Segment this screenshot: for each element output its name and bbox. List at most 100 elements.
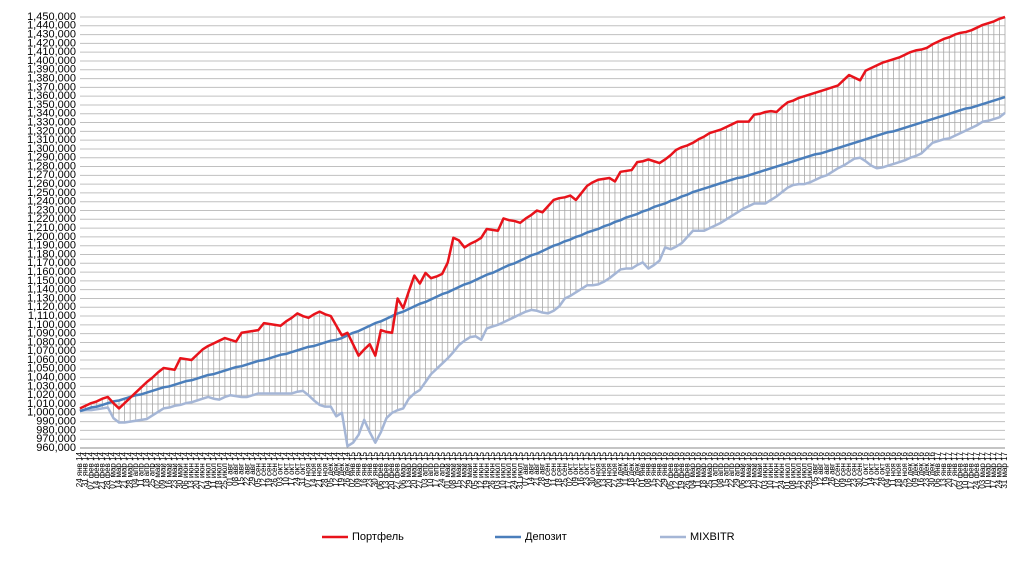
x-tick-label: 17 мар 17 <box>989 451 998 488</box>
x-tick-label: 31 янв 14 <box>81 451 90 487</box>
x-tick-label: 19 дек 14 <box>337 451 346 486</box>
x-tick-label: 24 янв 14 <box>75 451 84 487</box>
y-tick-label: 1,160,000 <box>27 266 76 278</box>
x-tick-label: 04 ноя 16 <box>883 451 892 487</box>
y-tick-label: 1,150,000 <box>27 275 76 287</box>
x-tick-label: 21 мар 14 <box>120 451 129 488</box>
x-tick-label: 30 дек 16 <box>928 451 937 486</box>
y-tick-label: 1,070,000 <box>27 345 76 357</box>
x-tick-label: 11 апр 14 <box>136 451 145 486</box>
x-tick-label: 27 мар 15 <box>415 451 424 488</box>
x-tick-label: 05 июн 15 <box>471 451 480 489</box>
y-tick-label: 1,110,000 <box>28 310 76 322</box>
y-tick-label: 1,330,000 <box>27 116 76 128</box>
x-tick-label: 20 ноя 15 <box>604 451 613 487</box>
legend-label: MIXBITR <box>690 531 735 543</box>
x-tick-label: 13 июн 14 <box>187 451 196 489</box>
x-tick-label: 23 окт 15 <box>582 451 591 485</box>
x-tick-label: 04 дек 15 <box>616 451 625 486</box>
x-tick-label: 14 фев 14 <box>92 451 101 489</box>
y-tick-label: 1,020,000 <box>27 389 76 401</box>
y-tick-label: 1,360,000 <box>27 90 76 102</box>
x-tick-label: 07 фев 14 <box>86 451 95 489</box>
x-tick-label: 06 фев 15 <box>376 451 385 489</box>
x-tick-label: 16 янв 15 <box>359 451 368 487</box>
x-tick-label: 31 мар 17 <box>1000 451 1009 488</box>
x-tick-label: 15 авг 14 <box>237 451 246 485</box>
x-tick-label: 11 ноя 16 <box>889 451 898 486</box>
x-tick-label: 18 июл 14 <box>214 451 223 489</box>
x-tick-label: 27 янв 17 <box>950 451 959 487</box>
x-tick-label: 21 окт 16 <box>872 451 881 485</box>
x-tick-label: 26 сен 14 <box>270 451 279 487</box>
x-tick-label: 27 ноя 15 <box>610 451 619 487</box>
y-tick-label: 1,400,000 <box>27 55 76 67</box>
y-tick-label: 1,220,000 <box>27 213 76 225</box>
x-tick-label: 10 фев 17 <box>961 451 970 489</box>
x-tick-label: 14 мар 14 <box>114 451 123 488</box>
x-tick-label: 02 дек 16 <box>905 451 914 486</box>
x-tick-label: 24 фев 17 <box>972 451 981 489</box>
x-tick-label: 25 сен 15 <box>560 451 569 487</box>
x-tick-label: 25 мар 16 <box>705 451 714 488</box>
y-tick-label: 1,120,000 <box>27 301 76 313</box>
x-tick-label: 17 окт 14 <box>287 451 296 485</box>
y-tick-label: 1,080,000 <box>27 336 76 348</box>
y-tick-label: 960,000 <box>36 442 76 454</box>
x-tick-label: 22 авг 14 <box>242 451 251 485</box>
x-tick-label: 12 фев 16 <box>671 451 680 489</box>
x-tick-label: 12 июн 15 <box>476 451 485 489</box>
x-tick-label: 20 июн 14 <box>192 451 201 489</box>
x-tick-label: 05 авг 16 <box>811 451 820 485</box>
x-tick-label: 10 окт 14 <box>281 451 290 485</box>
x-tick-label: 23 сен 16 <box>850 451 859 487</box>
x-tick-label: 19 авг 16 <box>822 451 831 485</box>
x-tick-label: 10 мар 17 <box>983 451 992 488</box>
y-tick-label: 1,030,000 <box>27 380 76 392</box>
y-tick-label: 1,060,000 <box>27 354 76 366</box>
x-tick-label: 21 авг 15 <box>532 451 541 485</box>
y-tick-label: 1,000,000 <box>27 407 76 419</box>
x-tick-label: 02 окт 15 <box>565 451 574 485</box>
x-tick-label: 07 ноя 14 <box>304 451 313 487</box>
series-line <box>79 95 1006 413</box>
y-tick-label: 1,230,000 <box>27 204 76 216</box>
x-tick-label: 16 окт 15 <box>577 451 586 485</box>
x-tick-label: 11 дек 15 <box>621 451 630 486</box>
x-tick-label: 24 мар 17 <box>995 451 1004 488</box>
y-tick-label: 970,000 <box>36 433 76 445</box>
x-tick-label: 08 янв 16 <box>643 451 652 487</box>
x-tick-label: 22 апр 16 <box>727 451 736 487</box>
y-tick-label: 1,260,000 <box>27 178 76 190</box>
x-tick-label: 13 май 16 <box>744 451 753 488</box>
x-tick-label: 27 фев 15 <box>393 451 402 489</box>
x-tick-label: 04 сен 15 <box>543 451 552 487</box>
x-tick-label: 08 авг 14 <box>231 451 240 485</box>
x-tick-label: 20 фев 15 <box>387 451 396 489</box>
x-tick-label: 24 июн 16 <box>777 451 786 489</box>
x-tick-label: 03 фев 17 <box>956 451 965 489</box>
y-tick-label: 1,010,000 <box>27 398 76 410</box>
x-tick-label: 20 мар 15 <box>409 451 418 488</box>
y-tick-label: 1,050,000 <box>27 363 76 375</box>
x-tick-label: 19 сен 14 <box>265 451 274 487</box>
x-tick-label: 23 май 14 <box>170 451 179 488</box>
x-tick-label: 03 апр 15 <box>421 451 430 487</box>
x-tick-label: 08 июл 16 <box>788 451 797 489</box>
x-tick-label: 17 апр 15 <box>432 451 441 487</box>
x-tick-label: 25 дек 15 <box>632 451 641 486</box>
x-tick-label: 05 дек 14 <box>326 451 335 486</box>
series-line <box>79 111 1006 448</box>
x-tick-label: 01 май 15 <box>443 451 452 488</box>
x-tick-label: 16 сен 16 <box>844 451 853 487</box>
y-tick-label: 1,440,000 <box>27 20 76 32</box>
x-tick-label: 01 авг 14 <box>226 451 235 485</box>
x-tick-label: 15 янв 16 <box>649 451 658 487</box>
x-tick-label: 16 дек 16 <box>917 451 926 486</box>
x-tick-label: 18 апр 14 <box>142 451 151 487</box>
x-tick-label: 13 ноя 15 <box>599 451 608 487</box>
x-tick-label: 18 дек 15 <box>627 451 636 486</box>
y-tick-label: 1,340,000 <box>27 108 76 120</box>
x-tick-label: 21 ноя 14 <box>315 451 324 487</box>
